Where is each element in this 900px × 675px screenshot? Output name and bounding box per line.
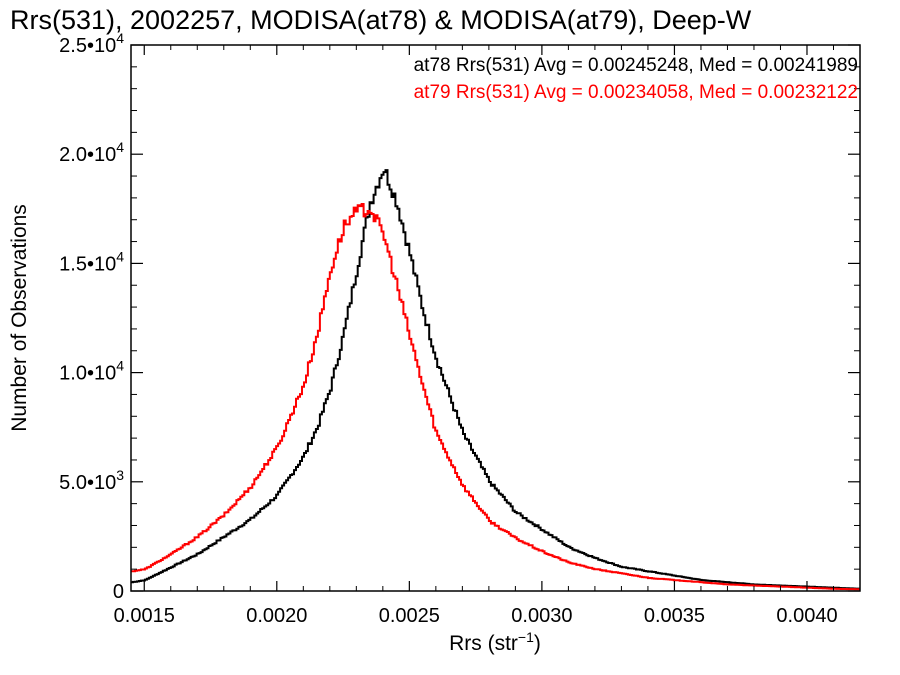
series-line-at79 xyxy=(131,203,860,591)
y-tick-label: 5.0•103 xyxy=(59,467,124,494)
y-tick-label: 1.5•104 xyxy=(59,248,124,275)
ticks-layer: 0.0015 0.0020 0.0025 0.0030 0.0035 0.0040 0 5.0… xyxy=(59,30,861,627)
y-axis-label: Number of Observations xyxy=(8,204,31,432)
y-tick-label: 1.0•104 xyxy=(59,358,124,385)
x-tick-label: 0.0020 xyxy=(246,605,307,627)
annotation-at79: at79 Rrs(531) Avg = 0.00234058, Med = 0.… xyxy=(414,82,858,103)
x-tick-label: 0.0015 xyxy=(114,605,175,627)
y-tick-label: 0 xyxy=(113,581,124,603)
chart-title: Rrs(531), 2002257, MODISA(at78) & MODISA… xyxy=(10,5,752,35)
series-layer xyxy=(131,169,860,591)
y-tick-label: 2.0•104 xyxy=(59,139,124,166)
x-axis-label: Rrs (str−1) xyxy=(449,629,541,655)
x-tick-label: 0.0040 xyxy=(776,605,837,627)
annotation-at78: at78 Rrs(531) Avg = 0.00245248, Med = 0.… xyxy=(414,55,858,76)
y-tick-label: 2.5•104 xyxy=(59,30,124,57)
annotation-layer: at78 Rrs(531) Avg = 0.00245248, Med = 0.… xyxy=(414,55,858,103)
x-tick-label: 0.0025 xyxy=(379,605,440,627)
plot-frame xyxy=(130,44,861,592)
x-tick-label: 0.0030 xyxy=(511,605,572,627)
series-line-at78 xyxy=(131,169,860,590)
x-tick-label: 0.0035 xyxy=(644,605,705,627)
